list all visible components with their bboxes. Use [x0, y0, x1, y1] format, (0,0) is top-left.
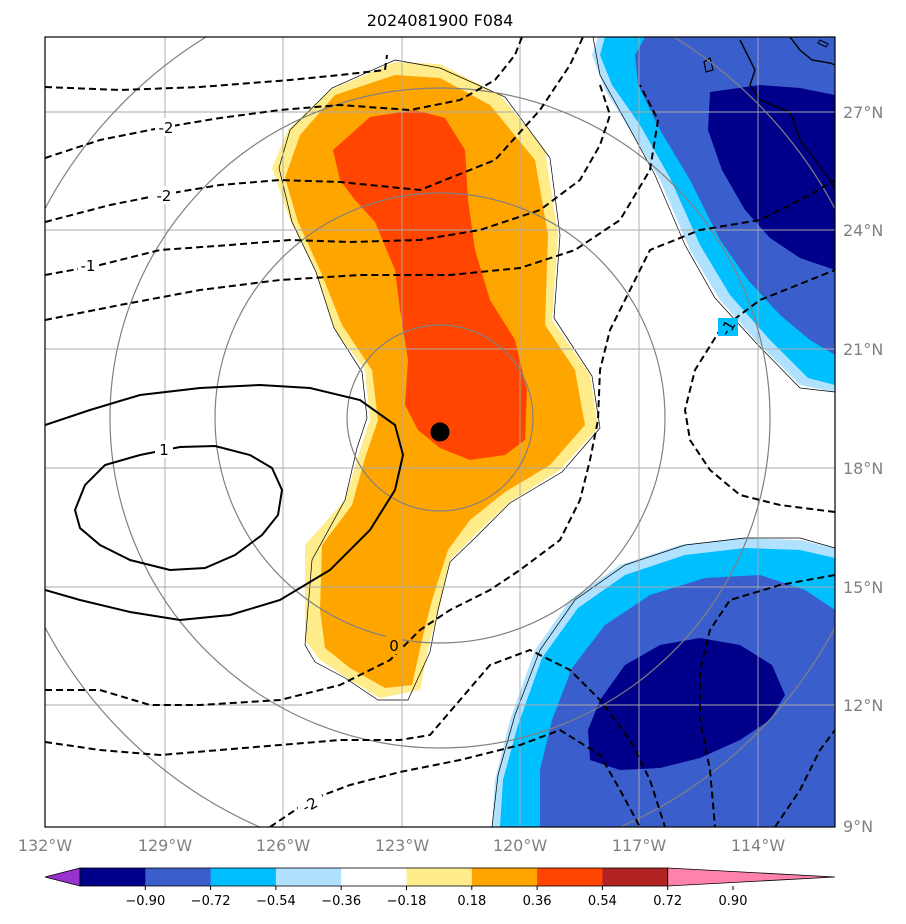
- colorbar-segment: [471, 868, 538, 886]
- colorbar-tick-label: −0.54: [256, 894, 296, 909]
- map-frame: [44, 36, 836, 828]
- lon-label: 132°W: [18, 836, 73, 855]
- colorbar-tick-label: −0.18: [387, 894, 427, 909]
- cool-anomaly-ne-outline: [592, 37, 835, 393]
- contour-labels: -2 -2 -1 -1 1 0 -2: [78, 118, 740, 816]
- dashed-contours: [45, 37, 835, 827]
- colorbar-tick-label: −0.72: [191, 894, 231, 909]
- cool-anomaly-se-high: [588, 638, 785, 770]
- colorbar-segment: [275, 868, 342, 886]
- lat-label: 24°N: [843, 221, 883, 240]
- colorbar-segment: [341, 868, 407, 886]
- lat-label: 9°N: [843, 817, 873, 836]
- colorbar-segment: [537, 868, 603, 886]
- lon-label: 126°W: [256, 836, 311, 855]
- colorbar-tick-label: 0.36: [523, 894, 552, 909]
- colorbar: −0.90 −0.72 −0.54 −0.36 −0.18 0.18 0.36 0.54 0.7…: [44, 867, 836, 909]
- storm-center-marker: [430, 422, 450, 442]
- lon-label: 120°W: [493, 836, 548, 855]
- lon-label: 129°W: [138, 836, 193, 855]
- solid-contours: [45, 383, 405, 622]
- colorbar-tick-label: 0.18: [457, 894, 486, 909]
- contour-label: 0: [389, 637, 399, 655]
- colorbar-segment: [145, 868, 212, 886]
- island-small: [817, 39, 829, 48]
- island: [703, 57, 714, 73]
- lon-label: 117°W: [612, 836, 667, 855]
- graticule: [45, 37, 835, 827]
- colorbar-segment: [80, 868, 146, 886]
- colorbar-segment: [602, 868, 669, 886]
- colorbar-tick-label: 0.72: [653, 894, 682, 909]
- lat-label: 15°N: [843, 578, 883, 597]
- colorbar-segment: [210, 868, 277, 886]
- lat-label: 18°N: [843, 459, 883, 478]
- colorbar-extend-high: [667, 867, 836, 887]
- lat-label: 12°N: [843, 696, 883, 715]
- colorbar-tick-label: 0.90: [719, 894, 748, 909]
- longitude-labels: 132°W 129°W 126°W 123°W 120°W 117°W 114°…: [18, 836, 786, 855]
- lon-label: 123°W: [375, 836, 430, 855]
- warm-anomaly-outline: [278, 59, 601, 701]
- cool-anomaly-se-outline: [491, 537, 835, 827]
- warm-anomaly-high: [333, 110, 527, 460]
- contour-label: -2: [159, 119, 174, 137]
- colorbar-outline: [79, 867, 669, 887]
- colorbar-tick-label: 0.54: [588, 894, 617, 909]
- lon-label: 114°W: [731, 836, 786, 855]
- contour-label: -1: [81, 257, 96, 275]
- figure-title: 2024081900 F084: [367, 11, 514, 30]
- colorbar-segments: [44, 867, 836, 887]
- colorbar-ticks: −0.90 −0.72 −0.54 −0.36 −0.18 0.18 0.36 0.54 0.7…: [125, 886, 747, 909]
- lat-label: 27°N: [843, 103, 883, 122]
- cool-anomaly-ne-high: [708, 85, 835, 270]
- colorbar-tick-label: −0.90: [125, 894, 165, 909]
- range-rings: [45, 37, 835, 827]
- latitude-labels: 9°N 12°N 15°N 18°N 21°N 24°N 27°N: [843, 103, 883, 836]
- colorbar-segment: [406, 868, 473, 886]
- contour-label: -2: [157, 187, 172, 205]
- coastline-mainland: [789, 37, 835, 66]
- contour-label: 1: [159, 441, 169, 459]
- map-area: -2 -2 -1 -1 1 0 -2: [45, 37, 835, 827]
- lat-label: 21°N: [843, 340, 883, 359]
- colorbar-tick-label: −0.36: [321, 894, 361, 909]
- contour-label: -2: [299, 794, 321, 817]
- colorbar-extend-low: [44, 867, 81, 887]
